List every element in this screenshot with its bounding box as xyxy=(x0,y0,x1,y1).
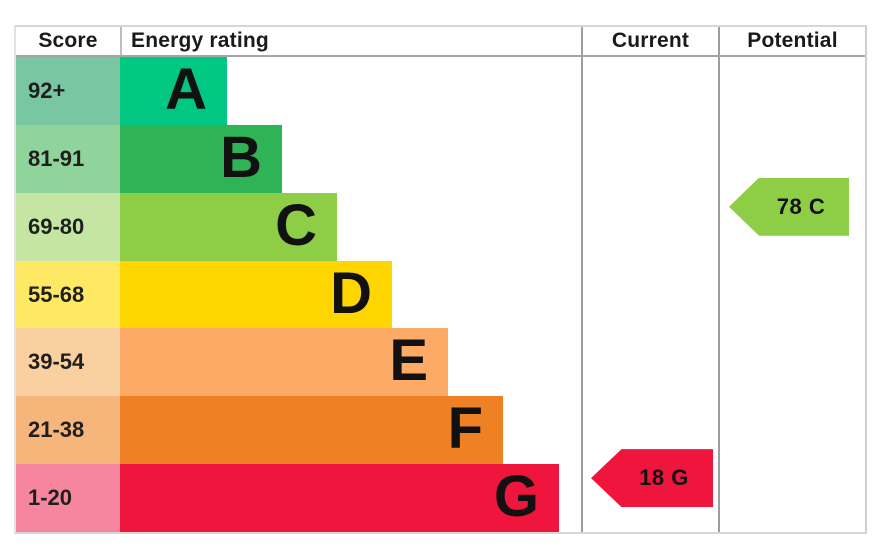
rating-bar-b: B xyxy=(120,124,282,193)
rating-row-a: 92+ A xyxy=(16,57,865,125)
rating-letter: A xyxy=(165,56,207,122)
header-potential: Potential xyxy=(718,27,865,55)
bar-area: E xyxy=(120,328,581,397)
potential-cell xyxy=(718,260,865,329)
rating-letter: F xyxy=(447,396,483,462)
score-range: 69-80 xyxy=(16,192,120,261)
rating-row-f: 21-38 F xyxy=(16,396,865,465)
bar-area: D xyxy=(120,260,581,329)
header-row: Score Energy rating Current Potential xyxy=(16,27,865,57)
rating-bar-a: A xyxy=(120,57,227,125)
rating-letter: G xyxy=(493,464,539,530)
rating-row-c: 69-80 C 78 C xyxy=(16,177,865,261)
current-cell xyxy=(581,328,718,397)
potential-cell xyxy=(718,396,865,465)
bar-area: B xyxy=(120,124,581,193)
current-cell xyxy=(581,260,718,329)
rating-row-e: 39-54 E xyxy=(16,328,865,397)
potential-cell xyxy=(718,57,865,125)
current-cell xyxy=(581,124,718,193)
header-current: Current xyxy=(581,27,718,55)
rating-bar-g: G xyxy=(120,464,559,533)
rating-bar-c: C xyxy=(120,192,337,261)
bar-area: C xyxy=(120,192,581,261)
bar-area: F xyxy=(120,396,581,465)
header-score: Score xyxy=(38,29,98,52)
bar-area: G xyxy=(120,464,581,533)
rating-letter: B xyxy=(220,124,262,190)
score-range: 21-38 xyxy=(16,396,120,465)
rating-row-d: 55-68 D xyxy=(16,260,865,329)
rating-row-b: 81-91 B xyxy=(16,124,865,193)
current-rating-label: 18 G xyxy=(639,465,689,491)
current-cell xyxy=(581,192,718,261)
current-cell xyxy=(581,57,718,125)
score-range: 55-68 xyxy=(16,260,120,329)
rating-row-g: 1-20 G 18 G xyxy=(16,449,865,533)
rating-letter: D xyxy=(330,260,372,326)
rating-rows: 92+ A 81-91 B 69-80 C xyxy=(16,57,865,533)
score-range: 92+ xyxy=(16,57,120,125)
potential-cell xyxy=(718,328,865,397)
potential-rating-arrow: 78 C xyxy=(729,177,849,236)
bar-area: A xyxy=(120,57,581,125)
current-cell xyxy=(581,396,718,465)
rating-bar-f: F xyxy=(120,396,503,465)
header-energy-rating: Energy rating xyxy=(120,27,581,55)
current-cell: 18 G xyxy=(581,449,718,533)
potential-rating-label: 78 C xyxy=(776,193,826,219)
rating-table: Score Energy rating Current Potential 92… xyxy=(14,25,867,534)
rating-letter: E xyxy=(389,328,428,394)
potential-cell xyxy=(718,124,865,193)
score-range: 81-91 xyxy=(16,124,120,193)
potential-cell: 78 C xyxy=(718,177,865,261)
rating-letter: C xyxy=(275,192,317,258)
rating-bar-d: D xyxy=(120,260,392,329)
rating-bar-e: E xyxy=(120,328,448,397)
score-range: 1-20 xyxy=(16,464,120,533)
score-range: 39-54 xyxy=(16,328,120,397)
potential-cell xyxy=(718,464,865,533)
